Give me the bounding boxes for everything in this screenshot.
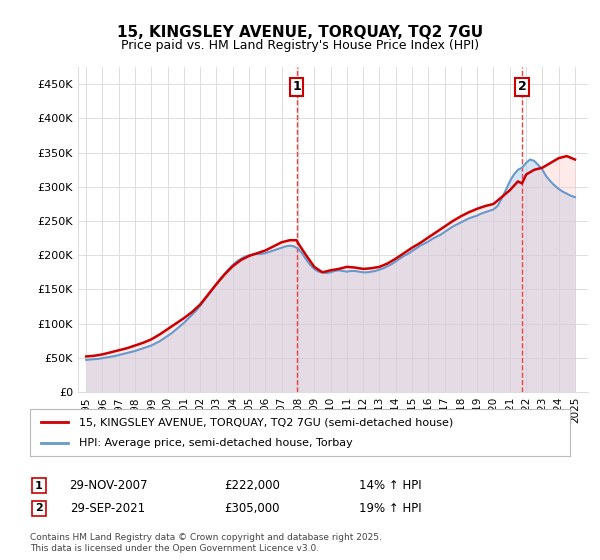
Text: 15, KINGSLEY AVENUE, TORQUAY, TQ2 7GU (semi-detached house): 15, KINGSLEY AVENUE, TORQUAY, TQ2 7GU (s… (79, 417, 453, 427)
Text: £222,000: £222,000 (224, 479, 280, 492)
Text: 1: 1 (292, 80, 301, 93)
Text: 2: 2 (35, 503, 43, 514)
Text: 29-NOV-2007: 29-NOV-2007 (69, 479, 147, 492)
Text: HPI: Average price, semi-detached house, Torbay: HPI: Average price, semi-detached house,… (79, 438, 352, 448)
Text: 14% ↑ HPI: 14% ↑ HPI (359, 479, 421, 492)
Text: Price paid vs. HM Land Registry's House Price Index (HPI): Price paid vs. HM Land Registry's House … (121, 39, 479, 52)
Text: £305,000: £305,000 (224, 502, 280, 515)
Text: 15, KINGSLEY AVENUE, TORQUAY, TQ2 7GU: 15, KINGSLEY AVENUE, TORQUAY, TQ2 7GU (117, 25, 483, 40)
Text: Contains HM Land Registry data © Crown copyright and database right 2025.
This d: Contains HM Land Registry data © Crown c… (30, 533, 382, 553)
Text: 2: 2 (518, 80, 526, 93)
Text: 19% ↑ HPI: 19% ↑ HPI (359, 502, 421, 515)
Text: 29-SEP-2021: 29-SEP-2021 (70, 502, 146, 515)
Text: 1: 1 (35, 480, 43, 491)
